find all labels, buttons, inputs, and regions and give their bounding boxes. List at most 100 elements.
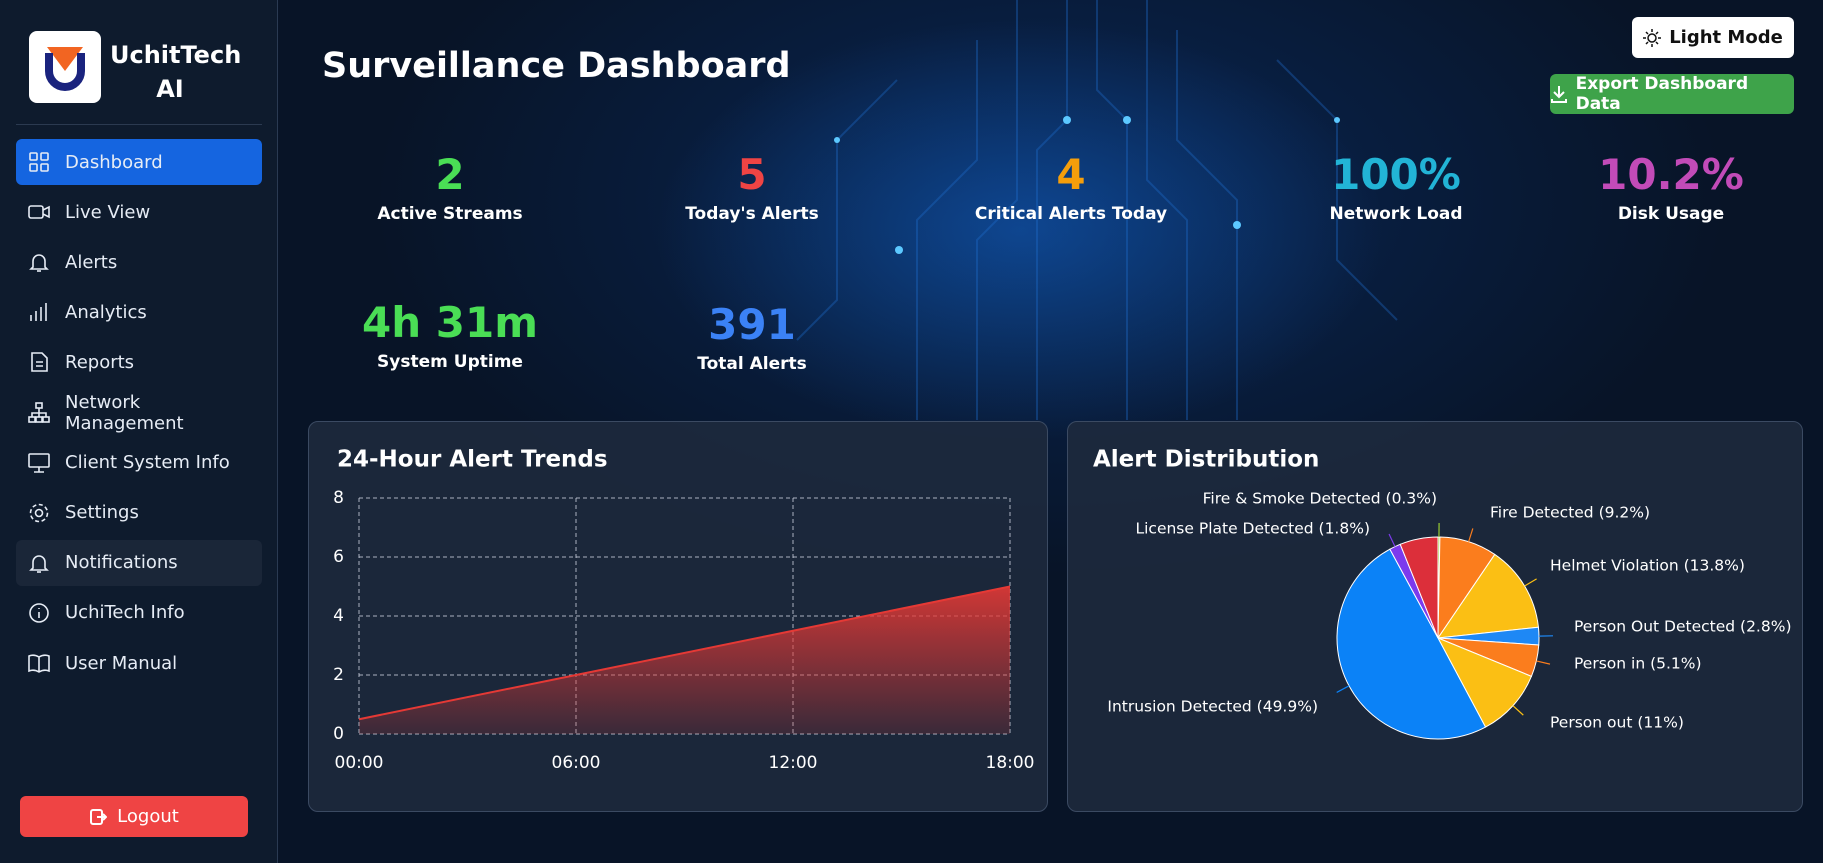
nav-item[interactable]: Analytics <box>16 289 262 335</box>
nav-icon <box>29 503 49 522</box>
nav-label: User Manual <box>65 652 178 674</box>
nav-label: Dashboard <box>65 151 163 173</box>
stat-label: Disk Usage <box>1617 204 1725 224</box>
x-tick-label: 18:00 <box>986 753 1035 773</box>
nav-label: Notifications <box>65 552 178 574</box>
slice-label: Helmet Violation (13.8%) <box>1550 557 1745 575</box>
nav-label: Client System Info <box>65 452 230 474</box>
stat-label: Total Alerts <box>697 354 807 374</box>
stat-label: Network Load <box>1329 204 1463 224</box>
stat-card: 5 Today's Alerts <box>622 150 882 224</box>
stat-value: 2 <box>435 150 465 199</box>
pie-slice <box>1399 536 1439 639</box>
nav-label: UchiTech Info <box>65 602 185 624</box>
nav-item[interactable]: Alerts <box>16 239 262 285</box>
slice-label: License Plate Detected (1.8%) <box>1135 520 1370 538</box>
nav-label: Network Management <box>65 391 184 434</box>
stat-value: 391 <box>708 300 796 349</box>
nav-icon <box>28 401 50 423</box>
logout-button[interactable]: Logout <box>20 796 248 837</box>
theme-button[interactable]: Light Mode <box>1632 17 1794 58</box>
logo <box>29 31 101 103</box>
stat-value: 100% <box>1331 150 1461 199</box>
leader-line <box>1388 533 1396 547</box>
y-tick-label: 0 <box>333 724 344 744</box>
slice-label: Fire Detected (9.2%) <box>1490 504 1650 522</box>
logo-icon <box>45 47 85 91</box>
slice-label: Intrusion Detected (49.9%) <box>1107 698 1318 716</box>
leader-line <box>1524 578 1537 587</box>
export-button[interactable]: Export Dashboard Data <box>1550 74 1794 114</box>
sun-icon <box>1643 28 1662 47</box>
nav-label: Settings <box>65 502 139 524</box>
nav-icon <box>29 254 49 272</box>
y-tick-label: 4 <box>333 606 344 626</box>
stat-card: 391 Total Alerts <box>622 300 882 374</box>
stat-card: 4 Critical Alerts Today <box>941 150 1201 224</box>
logout-icon <box>90 808 108 825</box>
stat-label: System Uptime <box>377 352 523 372</box>
stat-card: 2 Active Streams <box>320 150 580 224</box>
nav-icon <box>28 205 50 219</box>
stat-value: 4 <box>1056 150 1086 199</box>
area <box>359 586 1010 734</box>
sidebar: UchitTech AI Logout Dashboard Live View Al… <box>0 0 278 863</box>
nav-label: Analytics <box>65 301 147 323</box>
slice-label: Person Out Detected (2.8%) <box>1574 618 1792 636</box>
chart-title: 24-Hour Alert Trends <box>337 447 608 473</box>
y-tick-label: 8 <box>333 488 344 508</box>
brand-name: UchitTech AI <box>110 41 242 103</box>
stat-value: 4h 31m <box>362 298 538 347</box>
slice-label: Person out (11%) <box>1550 714 1684 732</box>
page-title: Surveillance Dashboard <box>322 46 791 86</box>
stat-value: 5 <box>737 150 767 199</box>
chart-title: Alert Distribution <box>1093 447 1319 473</box>
download-icon <box>1551 86 1567 103</box>
separator <box>16 124 262 125</box>
slice-label: Person in (5.1%) <box>1574 655 1702 673</box>
x-tick-label: 06:00 <box>552 753 601 773</box>
nav-icon <box>29 555 49 573</box>
nav-icon <box>29 603 49 623</box>
line <box>358 585 1011 721</box>
theme-label: Light Mode <box>1669 27 1783 48</box>
stat-label: Today's Alerts <box>685 204 819 224</box>
nav-label: Live View <box>65 201 151 223</box>
nav-label: Reports <box>65 351 135 373</box>
export-label: Export Dashboard Data <box>1575 74 1749 114</box>
leader-line <box>1336 685 1350 693</box>
slice-label: Fire & Smoke Detected (0.3%) <box>1203 490 1437 508</box>
nav-item[interactable]: Settings <box>16 490 262 536</box>
pie-slice <box>1436 553 1539 639</box>
nav-item[interactable]: Live View <box>16 189 262 235</box>
nav-item[interactable]: Reports <box>16 339 262 385</box>
leader-line <box>1512 705 1524 716</box>
pie-slice <box>1336 548 1487 740</box>
nav-item[interactable]: UchiTech Info <box>16 590 262 636</box>
stat-label: Active Streams <box>377 204 523 224</box>
nav-item[interactable]: User Manual <box>16 640 262 686</box>
nav-item[interactable]: Notifications <box>16 539 262 586</box>
nav-item[interactable]: Client System Info <box>16 440 262 486</box>
nav-icon <box>31 352 48 373</box>
nav-item[interactable]: Dashboard <box>16 139 262 185</box>
circuit-background <box>796 0 1398 420</box>
y-tick-label: 2 <box>333 665 344 685</box>
y-tick-label: 6 <box>333 547 344 567</box>
pie-slice <box>1436 637 1533 728</box>
x-tick-label: 12:00 <box>769 753 818 773</box>
leader-line <box>1536 660 1551 665</box>
stat-value: 10.2% <box>1598 150 1744 199</box>
nav-icon <box>29 152 49 172</box>
stat-card: 100% Network Load <box>1266 150 1526 224</box>
nav-label: Alerts <box>65 251 118 273</box>
x-tick-label: 00:00 <box>335 753 384 773</box>
nav-icon <box>30 303 47 322</box>
stat-card: 4h 31m System Uptime <box>320 298 580 372</box>
nav-item[interactable]: Network Management <box>16 390 262 436</box>
stat-card: 10.2% Disk Usage <box>1541 150 1801 224</box>
nav-icon <box>28 452 50 473</box>
